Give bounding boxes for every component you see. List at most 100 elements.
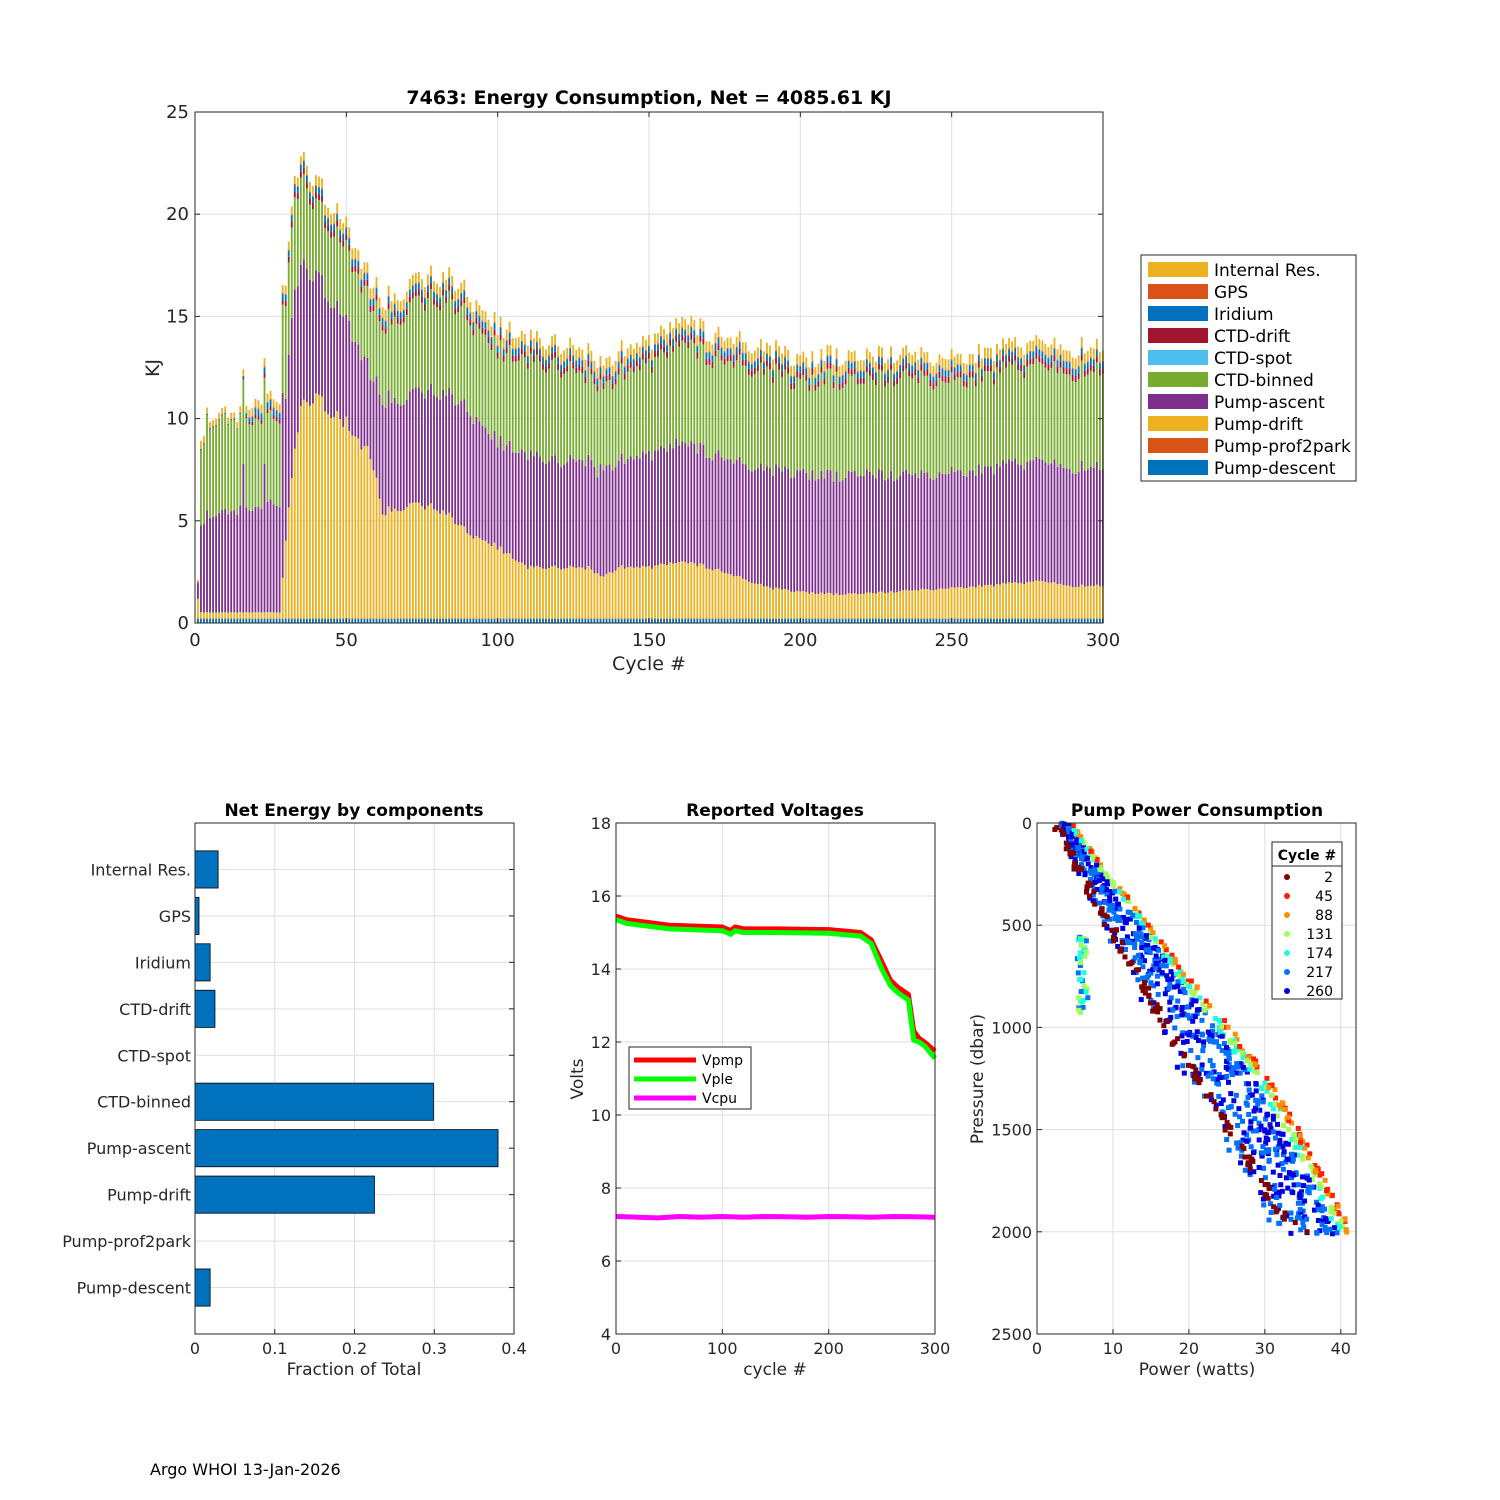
pump-point: [1185, 1062, 1191, 1068]
energy-bar-segment-pump_ascent: [430, 383, 432, 504]
energy-bar-segment-pump_drift: [445, 514, 448, 619]
pump-point: [1104, 891, 1110, 897]
energy-bar-segment-pump_ascent: [1002, 459, 1004, 583]
energy-bar-segment-ctd_drift: [375, 294, 378, 301]
energy-bar-segment-ctd_binned: [496, 358, 499, 448]
energy-bar-segment-ctd_binned: [729, 361, 732, 460]
energy-bar-segment-iridium: [366, 273, 369, 280]
pump-point: [1267, 1101, 1273, 1107]
energy-bar-segment-iridium: [929, 373, 932, 380]
energy-bar-segment-ctd_binned: [511, 361, 514, 453]
energy-bar-segment-pump_descent: [460, 618, 463, 623]
pump-point: [1214, 1076, 1220, 1082]
energy-bar-segment-pump_ascent: [309, 279, 311, 406]
energy-bar-segment-pump_prof2park: [635, 618, 638, 620]
pump-point: [1282, 1107, 1288, 1113]
energy-bar-segment-pump_ascent: [608, 464, 611, 573]
pump-point: [1199, 1062, 1205, 1068]
pump-point: [1133, 970, 1139, 976]
energy-bar-segment-internal_res: [309, 181, 311, 192]
energy-bar-segment-iridium: [787, 361, 790, 368]
energy-bar-segment-gps: [974, 372, 977, 374]
energy-bar-segment-gps: [856, 371, 859, 373]
energy-bar-segment-pump_descent: [735, 618, 738, 623]
energy-bar-segment-pump_descent: [1077, 618, 1080, 623]
pump-point: [1258, 1123, 1264, 1129]
energy-bar-segment-internal_res: [608, 356, 611, 367]
energy-bar-segment-pump_descent: [505, 618, 508, 623]
energy-bar-segment-pump_ascent: [705, 458, 708, 569]
energy-bar-segment-gps: [729, 347, 732, 349]
pump-point: [1140, 934, 1146, 940]
energy-bar-segment-iridium: [1002, 349, 1004, 356]
energy-bar-segment-pump_prof2park: [862, 618, 865, 620]
energy-bar-segment-ctd_binned: [493, 335, 496, 431]
energy-bar-segment-pump_descent: [778, 618, 780, 623]
energy-bar-segment-gps: [920, 357, 923, 359]
energy-bar-segment-iridium: [611, 377, 614, 384]
pump-point: [1248, 1144, 1254, 1150]
energy-bar-segment-pump_descent: [475, 618, 478, 623]
energy-bar-segment-gps: [1008, 348, 1010, 350]
energy-bar-segment-pump_prof2park: [514, 618, 517, 620]
energy-bar-segment-pump_descent: [663, 618, 665, 623]
pump-point: [1295, 1182, 1301, 1188]
energy-bar-segment-ctd_binned: [644, 363, 647, 454]
energy-bar-segment-ctd_binned: [977, 367, 980, 465]
energy-bar-segment-iridium: [484, 322, 487, 329]
energy-bar-segment-pump_descent: [560, 618, 563, 623]
pump-point: [1305, 1188, 1311, 1194]
energy-bar-segment-pump_ascent: [393, 397, 396, 509]
energy-bar-segment-ctd_drift: [336, 220, 339, 227]
energy-bar-segment-ctd_binned: [293, 197, 296, 290]
energy-bar-segment-internal_res: [566, 347, 569, 359]
energy-bar-segment-gps: [651, 359, 653, 361]
energy-bar-segment-iridium: [726, 348, 729, 356]
energy-bar-segment-pump_ascent: [532, 456, 535, 568]
energy-bar-segment-internal_res: [1083, 353, 1086, 364]
energy-bar-segment-pump_prof2park: [420, 618, 423, 620]
energy-bar-segment-pump_descent: [741, 618, 744, 623]
pump-point: [1148, 980, 1154, 986]
pump-point: [1153, 938, 1159, 944]
energy-bar-segment-pump_drift: [838, 595, 841, 619]
energy-bar-segment-pump_ascent: [977, 464, 980, 585]
energy-bar-segment-pump_ascent: [738, 456, 741, 576]
energy-bar-segment-iridium: [841, 375, 844, 383]
energy-bar-segment-pump_descent: [351, 618, 354, 623]
energy-bar-segment-pump_drift: [887, 592, 889, 619]
net-category-label: Pump-descent: [77, 1279, 191, 1298]
energy-bar-segment-ctd_binned: [672, 351, 675, 449]
energy-bar-segment-ctd_drift: [1098, 369, 1101, 376]
energy-bar-segment-ctd_binned: [599, 379, 602, 465]
energy-bar-segment-internal_res: [212, 419, 214, 427]
energy-bar-segment-pump_descent: [629, 618, 632, 623]
pump-point: [1227, 1131, 1233, 1137]
energy-bar-segment-internal_res: [938, 354, 941, 365]
energy-bar-segment-iridium: [1080, 348, 1083, 355]
energy-bar-segment-pump_prof2park: [699, 618, 702, 620]
pump-point: [1327, 1226, 1333, 1232]
energy-bar-segment-pump_descent: [890, 618, 892, 623]
energy-bar-segment-internal_res: [1092, 348, 1095, 359]
pump-point: [1294, 1215, 1300, 1221]
energy-bar-segment-pump_prof2park: [923, 618, 926, 620]
pump-legend-title: Cycle #: [1278, 848, 1337, 864]
energy-bar-segment-gps: [678, 333, 681, 335]
energy-bar-segment-pump_ascent: [360, 360, 363, 450]
pump-point: [1143, 947, 1149, 953]
energy-bar-segment-ctd_binned: [632, 372, 635, 460]
energy-bar-segment-pump_ascent: [911, 475, 914, 591]
energy-bar-segment-ctd_binned: [962, 386, 965, 476]
energy-bar-segment-iridium: [411, 286, 414, 293]
energy-bar-segment-gps: [233, 418, 236, 419]
energy-bar-segment-iridium: [769, 356, 771, 363]
energy-bar-segment-pump_descent: [587, 618, 590, 623]
energy-bar-segment-pump_drift: [635, 566, 638, 619]
energy-bar-segment-gps: [666, 344, 668, 346]
energy-bar-segment-ctd_drift: [1092, 365, 1095, 373]
energy-bar-segment-pump_prof2park: [681, 618, 684, 620]
pump-point: [1225, 1105, 1231, 1111]
energy-bar-segment-pump_ascent: [1065, 468, 1068, 586]
energy-bar-segment-pump_prof2park: [578, 618, 581, 620]
